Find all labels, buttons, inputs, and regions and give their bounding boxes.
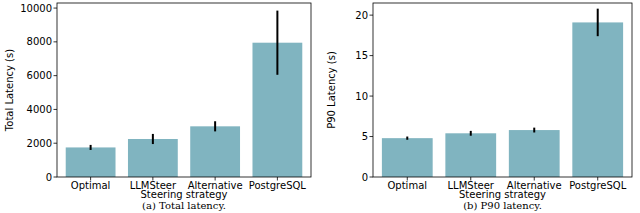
y-tick-label: 10000 [20,3,52,14]
chart-1: 05101520OptimalLLMSteerAlternativePostgr… [326,3,632,211]
marks [382,9,623,177]
y-tick [370,177,374,178]
frame [57,3,311,177]
error-bar [276,11,278,75]
y-tick [54,143,58,144]
bar [572,22,623,177]
y-tick [370,15,374,16]
caption: (a) Total latency. [142,200,226,211]
bar [66,147,116,177]
bar [190,126,240,177]
bar [509,130,560,177]
y-tick-label: 4000 [27,104,52,115]
error-bar [214,121,216,131]
bar [382,138,433,177]
caption: (b) P90 latency. [463,200,542,211]
y-tick [370,96,374,97]
y-tick [370,55,374,56]
x-axis-label: Steering strategy [459,189,546,200]
y-tick [370,136,374,137]
error-bar [597,9,599,37]
y-tick-label: 5 [362,131,368,142]
x-tick-label: PostgreSQL [569,180,627,191]
y-tick-label: 0 [46,172,52,183]
y-tick-label: 20 [355,10,368,21]
y-tick-label: 8000 [27,36,52,47]
x-axis-label: Steering strategy [140,189,227,200]
bar [445,133,496,177]
x-tick-label: Optimal [71,180,111,191]
error-bar [90,145,92,150]
frame [373,3,632,177]
x-tick-label: Optimal [387,180,427,191]
y-tick [54,177,58,178]
error-bar [406,137,408,140]
y-tick [54,109,58,110]
y-tick [54,8,58,9]
error-bar [152,134,154,144]
y-tick-label: 15 [355,50,368,61]
error-bar [470,131,472,136]
bar [128,139,178,177]
y-axis-label: P90 Latency (s) [326,51,337,129]
y-tick-label: 6000 [27,70,52,81]
y-tick-label: 10 [355,91,368,102]
y-tick [54,41,58,42]
figure: 0200040006000800010000OptimalLLMSteerAlt… [0,0,640,213]
error-bar [533,128,535,133]
x-tick-label: PostgreSQL [249,180,307,191]
y-tick-label: 2000 [27,138,52,149]
chart-0: 0200040006000800010000OptimalLLMSteerAlt… [4,3,311,211]
y-tick [54,75,58,76]
marks [66,11,303,177]
y-axis-label: Total Latency (s) [4,49,15,132]
y-tick-label: 0 [362,172,368,183]
